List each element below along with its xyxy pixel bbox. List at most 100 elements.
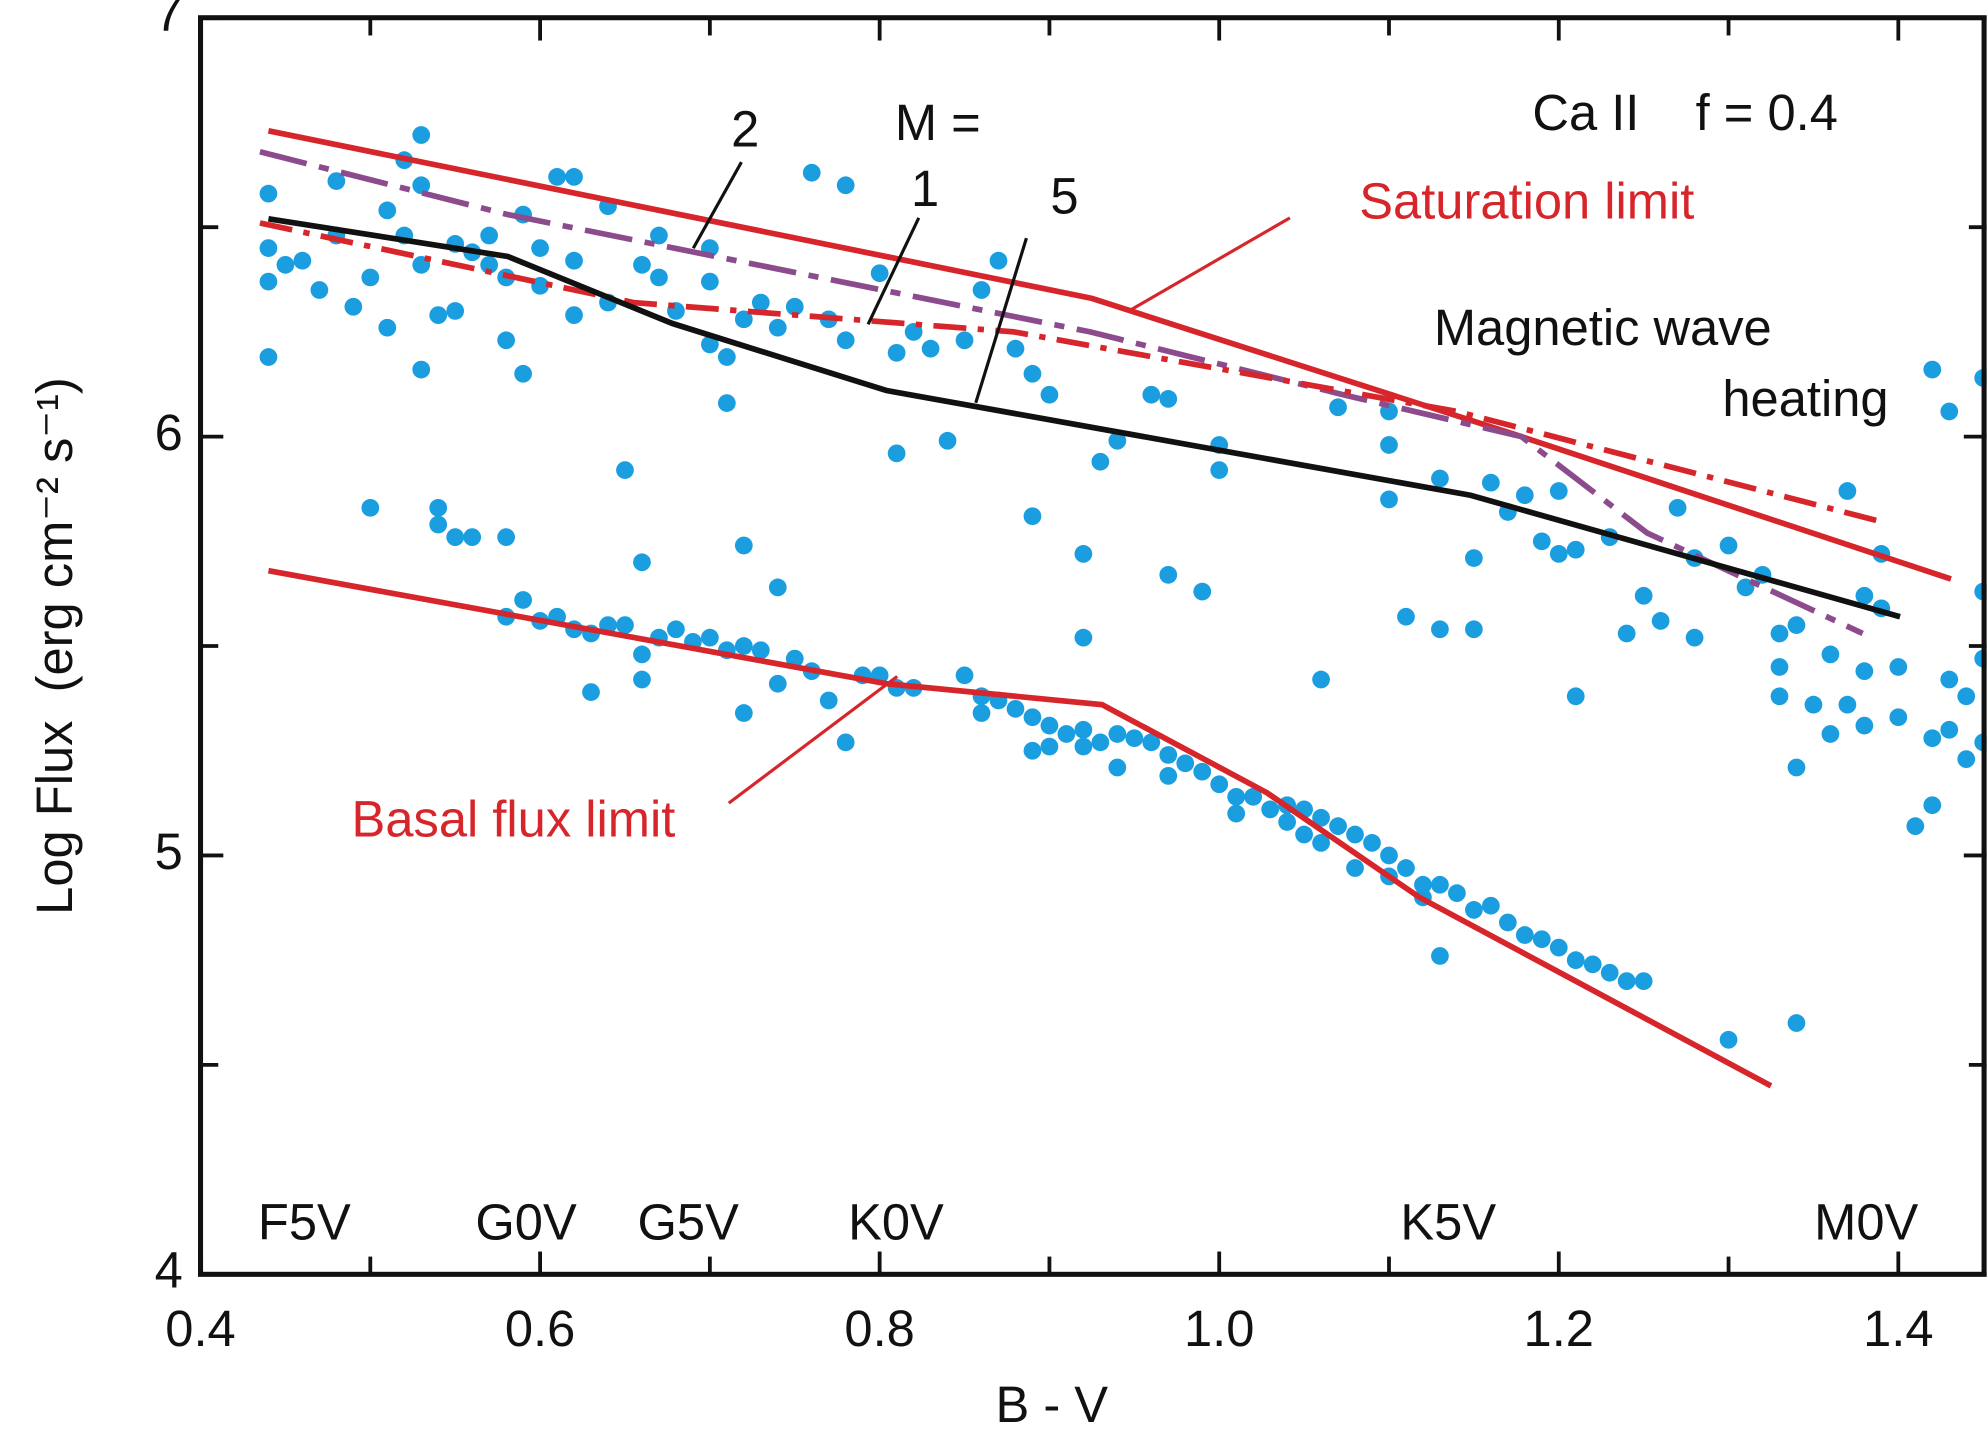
data-point	[870, 264, 889, 283]
data-point	[785, 297, 804, 316]
data-point	[989, 251, 1008, 270]
x-tick-label: 0.4	[165, 1300, 235, 1357]
data-point	[1142, 733, 1161, 752]
leader	[727, 675, 899, 805]
data-point	[463, 528, 482, 546]
data-point	[1583, 955, 1602, 974]
data-point	[1108, 758, 1127, 777]
data-point	[1940, 720, 1959, 739]
data-point	[1787, 758, 1806, 777]
leader	[691, 161, 743, 250]
data-point	[1329, 398, 1347, 417]
data-point	[565, 251, 583, 270]
y-tick-label: 7	[155, 0, 183, 42]
data-point	[768, 578, 787, 597]
leader	[974, 237, 1028, 404]
data-point	[429, 498, 448, 517]
data-point	[1312, 670, 1330, 689]
data-point	[1634, 972, 1653, 990]
data-point	[497, 331, 516, 350]
data-point	[1770, 658, 1789, 676]
data-point	[446, 302, 465, 320]
data-point	[276, 255, 295, 274]
y-tick-label: 6	[155, 404, 183, 461]
x-tick-label: 1.0	[1184, 1300, 1254, 1357]
data-point	[955, 331, 974, 350]
data-point	[514, 364, 532, 383]
annotation: Magnetic wave	[1434, 299, 1772, 356]
data-point	[1074, 720, 1093, 739]
data-point	[887, 444, 906, 463]
data-point	[1787, 1014, 1806, 1032]
data-point	[836, 733, 855, 752]
data-point	[972, 704, 991, 722]
data-point	[1855, 716, 1874, 735]
data-point	[1227, 804, 1246, 823]
data-point	[1057, 725, 1076, 743]
data-point	[1906, 817, 1925, 836]
data-point	[616, 616, 634, 634]
data-point	[785, 649, 804, 668]
data-point	[836, 331, 855, 350]
data-point	[310, 281, 329, 299]
data-point	[1838, 695, 1857, 714]
data-point	[734, 637, 753, 655]
data-point	[1465, 901, 1483, 919]
series-label: Basal flux limit	[352, 791, 676, 848]
data-point	[1108, 725, 1127, 743]
data-point	[1719, 1030, 1738, 1049]
data-point	[1023, 708, 1042, 727]
annotation: Ca II f = 0.4	[1532, 84, 1838, 141]
data-point	[1193, 582, 1212, 601]
data-point	[1312, 834, 1330, 852]
data-point	[429, 306, 448, 324]
annotation: heating	[1722, 370, 1888, 427]
data-point	[412, 126, 431, 144]
data-point	[582, 683, 600, 701]
data-point	[1125, 729, 1144, 748]
data-point	[531, 276, 549, 295]
x-tick-label: 0.8	[844, 1300, 914, 1357]
x-tick-label: 1.2	[1524, 1300, 1594, 1357]
data-point	[1617, 972, 1636, 990]
data-point	[667, 620, 685, 639]
data-point	[836, 176, 855, 195]
data-point	[1465, 620, 1483, 639]
data-point	[1414, 875, 1432, 894]
data-point	[1431, 875, 1449, 894]
data-point	[1481, 896, 1500, 915]
data-point	[1210, 775, 1229, 794]
data-point	[1668, 498, 1687, 517]
data-point	[1040, 737, 1059, 756]
data-point	[1651, 612, 1670, 630]
data-point	[548, 168, 566, 186]
y-tick-label: 5	[155, 823, 183, 880]
data-point	[633, 670, 651, 689]
data-point	[734, 536, 753, 555]
leader	[866, 217, 921, 325]
data-point	[1515, 926, 1534, 944]
data-point	[1600, 963, 1619, 982]
data-point	[1923, 729, 1942, 748]
data-point	[1363, 834, 1381, 852]
data-point	[1329, 817, 1347, 836]
data-point	[1210, 461, 1229, 479]
data-point	[633, 255, 651, 274]
data-point	[1804, 695, 1823, 714]
data-point	[1889, 658, 1908, 676]
series-label: 2	[731, 100, 759, 157]
data-point	[955, 666, 974, 685]
data-point	[1227, 787, 1246, 806]
data-point	[751, 293, 770, 312]
data-point	[1397, 859, 1415, 877]
data-point	[751, 641, 770, 660]
data-point	[361, 498, 380, 517]
series-line	[259, 149, 1864, 637]
data-point	[1821, 725, 1840, 743]
data-point	[1549, 545, 1568, 563]
spectral-type: M0V	[1814, 1194, 1918, 1251]
data-point	[1346, 859, 1364, 877]
data-point	[1481, 473, 1500, 492]
data-point	[1431, 469, 1449, 488]
x-tick-label: 1.4	[1863, 1300, 1933, 1357]
